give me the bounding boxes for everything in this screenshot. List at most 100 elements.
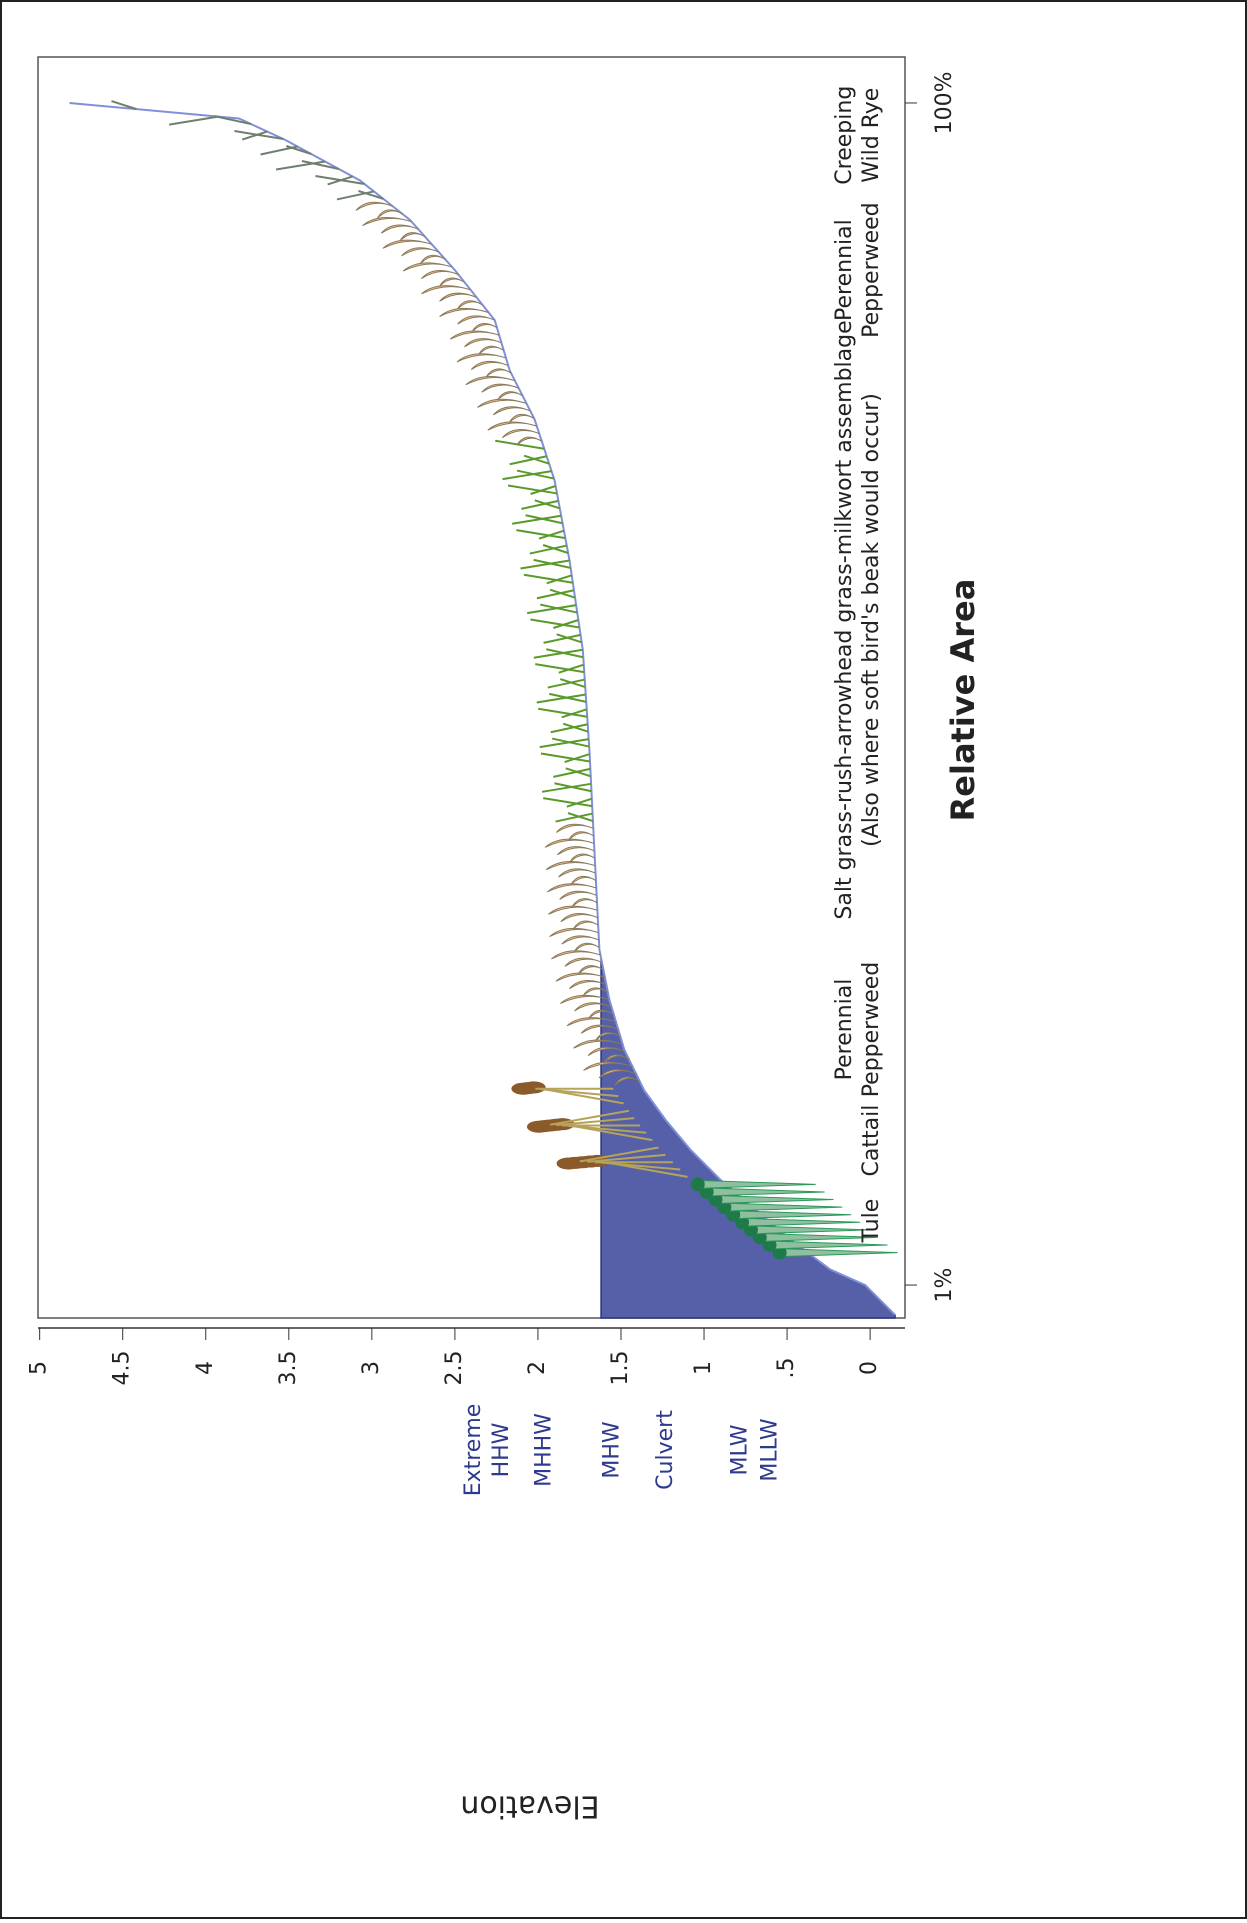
y-tick-label: 1.5 xyxy=(608,1351,633,1386)
plant-icon xyxy=(458,316,495,324)
plant-icon xyxy=(571,876,596,884)
plant-icon xyxy=(440,293,477,301)
tide-label: MLLW xyxy=(757,1418,782,1481)
plant-icon xyxy=(733,1211,851,1219)
tide-label: HHW xyxy=(489,1422,514,1477)
elevation-line xyxy=(70,103,895,1315)
y-tick-label: .5 xyxy=(774,1358,799,1379)
zone-label: Wild Rye xyxy=(859,88,884,183)
y-tick-label: 3 xyxy=(359,1361,384,1375)
plant-icon xyxy=(546,861,595,869)
plant-icon xyxy=(561,914,598,922)
y-tick-label: 2 xyxy=(525,1361,550,1375)
plant-icon xyxy=(466,377,515,385)
tide-label: Culvert xyxy=(653,1410,678,1490)
x-axis-title: Relative Area xyxy=(944,579,982,822)
plant-icon xyxy=(715,1196,833,1204)
plant-icon xyxy=(556,973,605,981)
plant-icon xyxy=(402,248,439,256)
plant-icon xyxy=(535,664,584,672)
plant-icon xyxy=(556,824,593,832)
x-tick-label: 100% xyxy=(932,72,957,135)
plant-icon xyxy=(477,399,526,407)
plant-icon xyxy=(502,430,539,438)
plot-frame xyxy=(38,57,905,1318)
plant-icon xyxy=(169,117,218,125)
plant-icon xyxy=(381,225,418,233)
plant-icon xyxy=(403,263,452,271)
plant-icon xyxy=(530,619,579,627)
plant-icon xyxy=(572,899,597,907)
plant-icon xyxy=(457,354,506,362)
tide-label: MLW xyxy=(728,1424,753,1475)
zone-label: Perennial xyxy=(832,979,857,1081)
plant-icon xyxy=(511,1083,535,1095)
y-tick-label: 3.5 xyxy=(276,1351,301,1386)
tide-label: MHHW xyxy=(532,1413,557,1487)
tide-label: Extreme xyxy=(461,1404,486,1497)
zone-label: Salt grass-rush-arrowhead grass-milkwort… xyxy=(832,320,857,919)
y-tick-label: 4 xyxy=(193,1361,218,1375)
plant-icon xyxy=(440,308,489,316)
y-axis-title: Elevation xyxy=(460,1789,599,1824)
plant-icon xyxy=(464,339,501,347)
zone-label: Pepperweed xyxy=(859,962,884,1098)
plant-icon xyxy=(538,709,587,717)
plant-icon xyxy=(550,928,599,936)
plant-icon xyxy=(337,191,374,199)
plant-icon xyxy=(458,301,483,309)
plant-icon xyxy=(751,1226,869,1234)
plant-icon xyxy=(516,530,565,538)
plant-icon xyxy=(527,1121,551,1133)
zone-label: (Also where soft bird's beak would occur… xyxy=(859,393,884,847)
plant-icon xyxy=(562,936,599,944)
plant-icon xyxy=(570,854,595,862)
plant-icon xyxy=(421,270,458,278)
zone-label: Perennial xyxy=(832,219,857,321)
plant-icon xyxy=(742,1218,860,1226)
plant-icon xyxy=(573,921,598,929)
y-tick-label: 2.5 xyxy=(442,1351,467,1386)
plant-icon xyxy=(482,384,519,392)
plant-icon xyxy=(493,407,530,415)
plant-icon xyxy=(780,1249,898,1257)
y-tick-label: 1 xyxy=(691,1361,716,1375)
zone-label: Tule xyxy=(859,1199,884,1244)
plant-icon xyxy=(356,202,393,210)
plant-icon xyxy=(276,161,325,169)
x-tick-label: 1% xyxy=(932,1268,957,1303)
plant-icon xyxy=(261,147,298,155)
plant-icon xyxy=(486,369,511,377)
plant-icon xyxy=(498,392,523,400)
zone-label: Creeping xyxy=(832,86,857,185)
plant-icon xyxy=(548,906,597,914)
plant-icon xyxy=(557,1158,581,1170)
plant-icon xyxy=(559,869,596,877)
plant-icon xyxy=(565,958,602,966)
plant-icon xyxy=(560,891,597,899)
plant-icon xyxy=(574,943,599,951)
chart: Relative Area Elevation 0.511.522.533.54… xyxy=(0,0,1247,1919)
y-tick-label: 4.5 xyxy=(110,1351,135,1386)
plant-icon xyxy=(698,1180,816,1188)
outer-border xyxy=(1,1,1246,1918)
plant-icon xyxy=(543,798,592,806)
plant-icon xyxy=(508,485,557,493)
plant-icon xyxy=(524,575,573,583)
plant-icon xyxy=(707,1188,825,1196)
plant-icon xyxy=(383,240,432,248)
plant-icon xyxy=(724,1203,842,1211)
plant-icon xyxy=(578,966,603,974)
plant-icon xyxy=(450,331,499,339)
plant-icon xyxy=(471,361,508,369)
plant-icon xyxy=(472,323,497,331)
plant-icon xyxy=(488,422,537,430)
plant-icon xyxy=(557,847,594,855)
plant-icon xyxy=(551,951,600,959)
y-tick-label: 5 xyxy=(27,1361,52,1375)
zone-label: Pepperweed xyxy=(859,202,884,338)
tide-label: MHW xyxy=(600,1421,625,1479)
plant-icon xyxy=(362,217,411,225)
plant-icon xyxy=(569,832,594,840)
plant-icon xyxy=(547,884,596,892)
